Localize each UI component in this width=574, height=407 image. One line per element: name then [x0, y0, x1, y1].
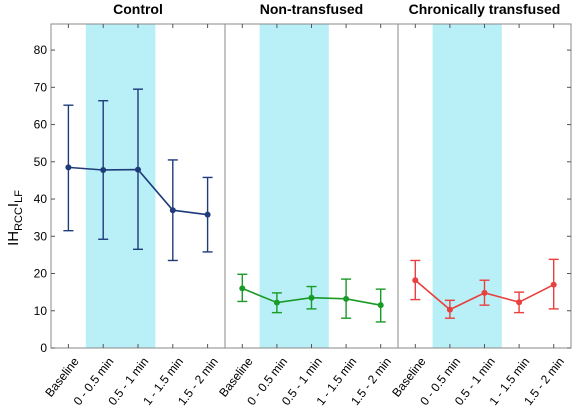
highlight-band — [259, 24, 329, 348]
y-tick-label: 80 — [34, 43, 48, 57]
y-tick-label: 30 — [34, 229, 48, 243]
y-tick-label: 70 — [34, 80, 48, 94]
data-point — [516, 299, 523, 306]
panel-title: Control — [113, 1, 163, 17]
y-axis-label-sub2: LF — [13, 190, 25, 203]
highlight-band — [432, 24, 502, 348]
data-point — [239, 285, 246, 292]
data-point — [204, 211, 211, 218]
data-point — [481, 289, 488, 296]
y-tick-label: 0 — [40, 341, 47, 355]
y-axis-label-main: IH — [5, 231, 22, 246]
panel-title: Non-transfused — [260, 1, 363, 17]
y-axis: 0 10 20 30 40 50 60 70 80 — [34, 43, 571, 355]
data-point — [65, 164, 72, 171]
y-tick-label: 60 — [34, 118, 48, 132]
data-point — [446, 306, 453, 313]
y-tick-label: 40 — [34, 192, 48, 206]
y-tick-label: 50 — [34, 155, 48, 169]
data-point — [100, 166, 107, 173]
highlight-band — [85, 24, 156, 348]
panel-title: Chronically transfused — [409, 1, 561, 17]
data-point — [550, 281, 557, 288]
data-point — [135, 166, 141, 173]
data-point — [169, 207, 176, 214]
data-point — [377, 302, 384, 309]
y-axis-label-suffix: I — [5, 203, 22, 207]
y-axis-label-sub: RCC — [13, 207, 25, 231]
data-point — [273, 299, 280, 306]
data-point — [343, 295, 350, 302]
data-point — [412, 277, 419, 284]
y-tick-label: 20 — [34, 267, 48, 281]
data-point — [308, 294, 315, 301]
y-tick-label: 10 — [34, 304, 48, 318]
y-axis-label: IHRCCILF — [5, 190, 25, 246]
